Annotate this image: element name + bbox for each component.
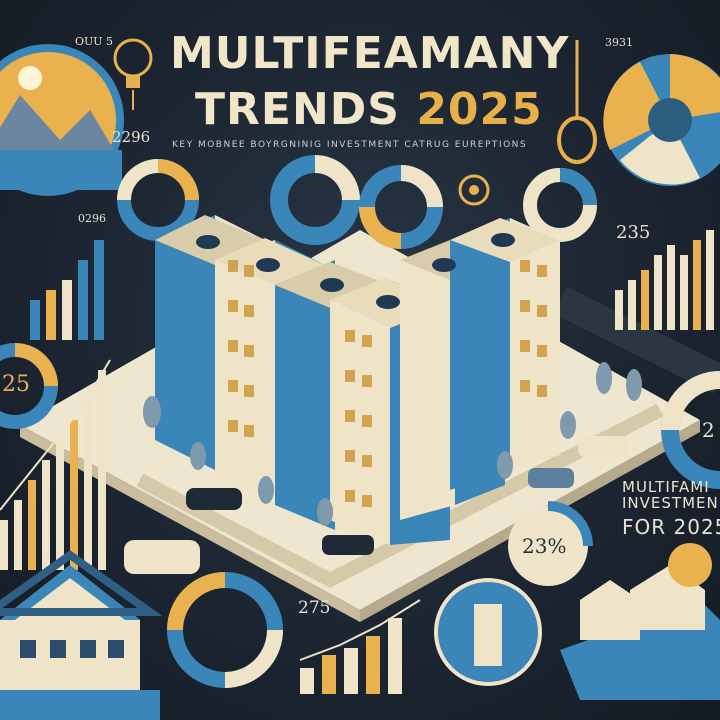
lightbulb-icon	[113, 38, 153, 110]
donut-chart-4	[523, 168, 597, 242]
donut-chart-2	[270, 155, 360, 245]
tree-icon	[143, 362, 642, 526]
title-line-2-text: TRENDS	[195, 84, 417, 135]
top-left-small-label: OUU 5	[75, 35, 114, 48]
side-text-line-2: INVESTMEN	[622, 494, 719, 512]
right-donut-value: 2	[702, 418, 715, 442]
donut-chart-3	[359, 165, 443, 249]
left-donut-value: 25	[2, 372, 30, 397]
title-line-2: TRENDS 2025	[195, 84, 543, 135]
donut-chart-right	[661, 371, 720, 489]
houses-bottom-right-icon	[560, 543, 720, 700]
apartment-buildings	[155, 215, 560, 545]
side-text-line-1: MULTIFAMI	[622, 478, 710, 496]
pie-chart-top-right	[603, 54, 720, 186]
car-icon	[124, 436, 628, 574]
title-year: 2025	[416, 84, 543, 135]
left-value-label: 0296	[78, 212, 106, 225]
tower-circle-icon	[434, 578, 542, 686]
subtitle: KEY MOBNEE BOYRGNINIG INVESTMENT CATRUG …	[172, 140, 528, 150]
donut-chart-1	[117, 159, 199, 241]
sun-icon	[458, 174, 490, 206]
growth-bars-left	[0, 359, 111, 570]
donut-chart-bottom	[167, 572, 283, 688]
growth-bars-bottom	[299, 599, 421, 694]
bar-chart-right	[615, 230, 714, 330]
top-right-value: 3931	[605, 36, 633, 49]
donut-23-value: 23%	[522, 534, 567, 558]
donut-chart-23	[508, 501, 593, 586]
top-right-chart-value: 235	[616, 222, 651, 243]
bar-chart-left	[30, 240, 104, 340]
top-left-value: 2296	[112, 128, 151, 146]
donut-chart-left	[0, 343, 58, 429]
title-line-1: MULTIFEAMANY	[170, 28, 570, 79]
house-icon	[0, 550, 163, 720]
landscape-circle-icon	[0, 44, 124, 196]
ring-icon	[557, 40, 597, 164]
bottom-chart-value: 275	[298, 598, 331, 618]
side-text-line-3: FOR 2025	[622, 515, 720, 539]
